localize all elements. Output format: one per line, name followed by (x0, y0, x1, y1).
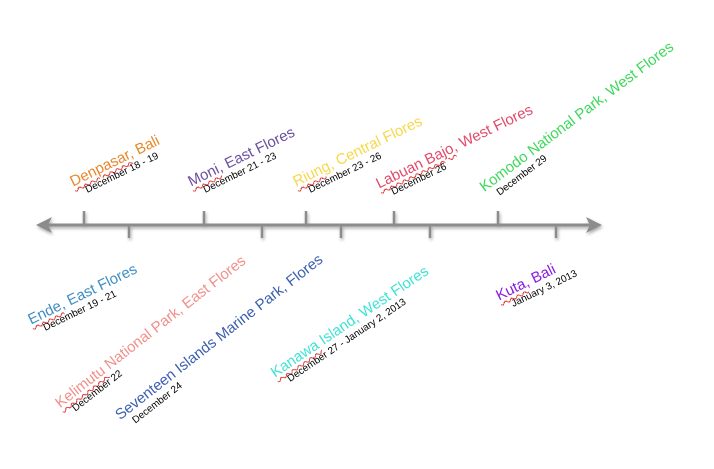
arrow-left-icon (36, 217, 52, 233)
arrow-right-icon (586, 217, 602, 233)
